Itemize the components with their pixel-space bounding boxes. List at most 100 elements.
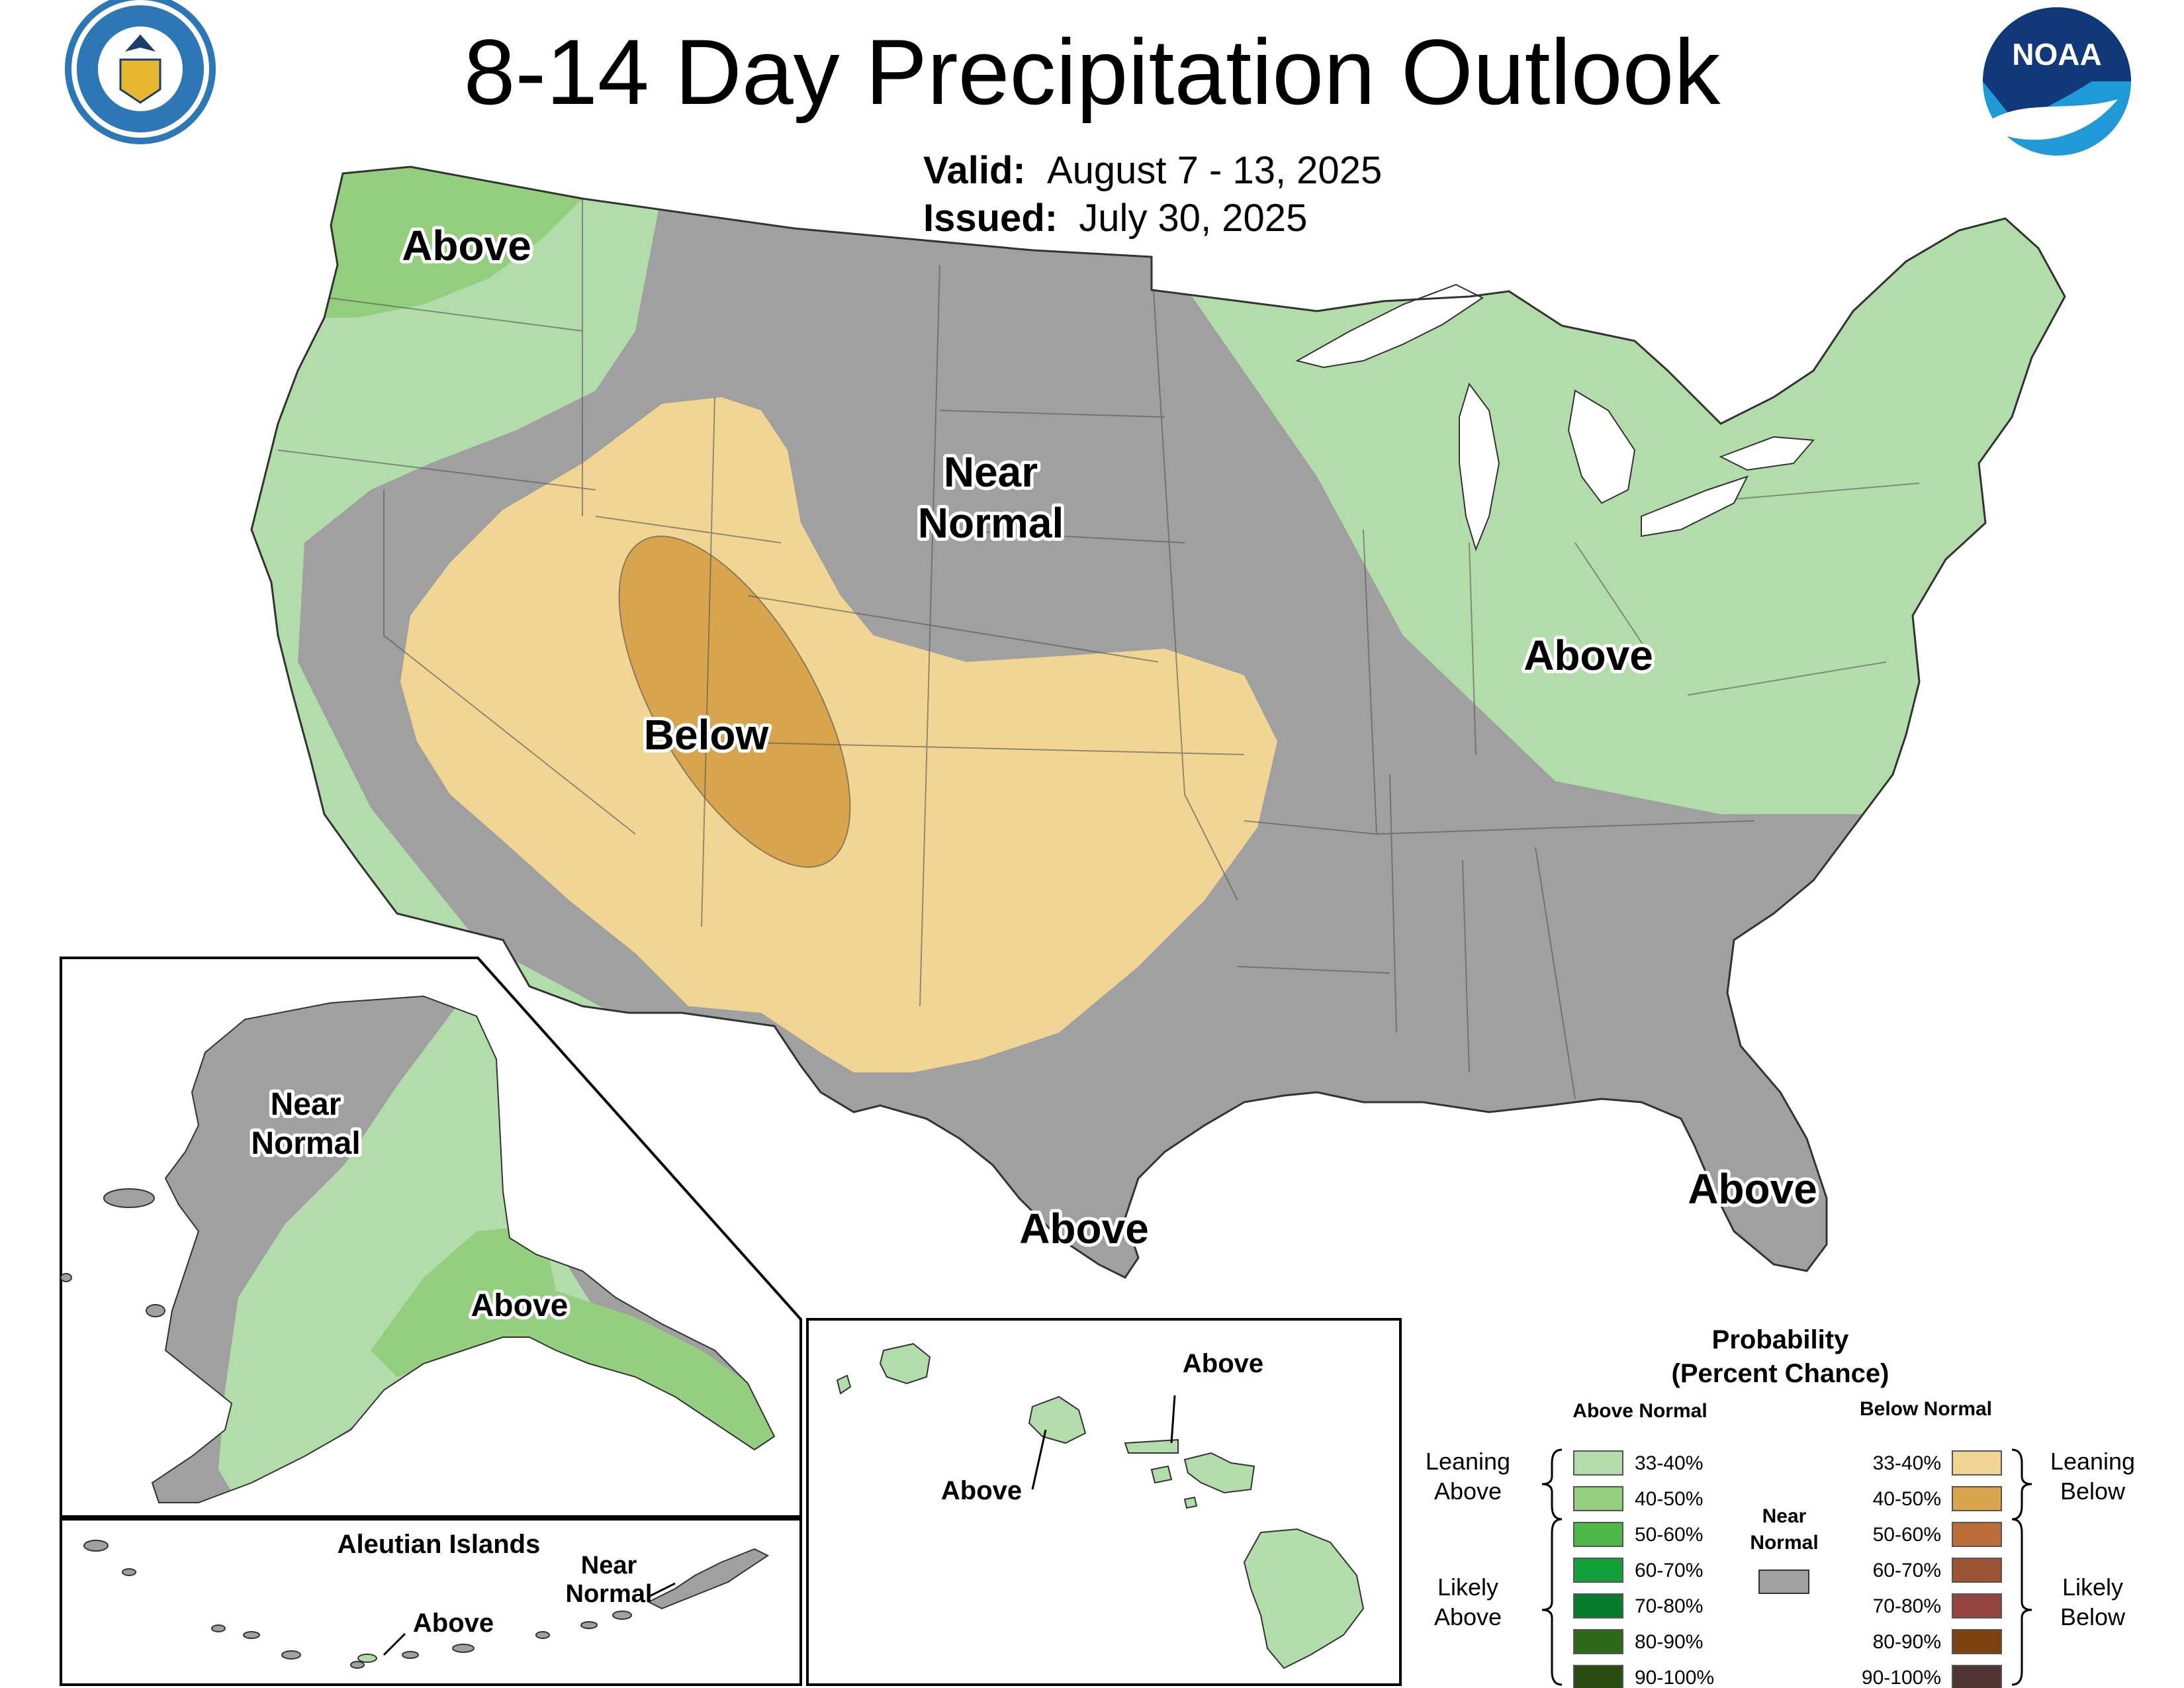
kahoolawe xyxy=(1183,1496,1198,1509)
label-aleutian-nn-line2: Normal xyxy=(566,1580,653,1608)
legend-above-label-5: 80-90% xyxy=(1635,1631,1703,1653)
lake-michigan xyxy=(1459,382,1500,552)
legend-below-swatch-3 xyxy=(1952,1558,2002,1583)
noaa-bird-icon xyxy=(1992,99,2118,140)
bering-islands xyxy=(60,1188,165,1317)
conus-outline xyxy=(250,165,2066,1279)
island xyxy=(350,1661,365,1669)
legend-below-swatch-5 xyxy=(1952,1629,2002,1654)
hawaii-above-leader-2 xyxy=(1031,1429,1047,1490)
legend-leaning-below-line2: Below xyxy=(2060,1477,2126,1505)
legend-below-label-3: 60-70% xyxy=(1873,1560,1941,1581)
legend-above-swatch-2 xyxy=(1573,1522,1623,1547)
legend-above-label-3: 60-70% xyxy=(1635,1560,1703,1581)
maui xyxy=(1183,1452,1255,1494)
legend-below-label-0: 33-40% xyxy=(1873,1452,1941,1474)
label-aleutian-nn-line1: Near xyxy=(581,1552,637,1579)
issued-date: July 30, 2025 xyxy=(1079,197,1308,240)
legend-above-swatch-6 xyxy=(1573,1665,1623,1688)
legend-below-swatch-6 xyxy=(1952,1665,2002,1688)
island xyxy=(402,1651,419,1659)
label-alaska-nn-line1: Near xyxy=(271,1087,341,1122)
label-aleutian-above: Above xyxy=(413,1609,494,1638)
legend-likely-above-line2: Above xyxy=(1434,1603,1502,1630)
legend-above-label-0: 33-40% xyxy=(1635,1452,1703,1474)
legend-likely-below-line1: Likely xyxy=(2062,1573,2123,1601)
aleutian-nn-leader xyxy=(648,1582,676,1598)
island xyxy=(243,1631,260,1639)
issued-label: Issued: xyxy=(923,197,1058,240)
aleutian-islands-chain xyxy=(83,1540,769,1669)
hawaii-islands xyxy=(836,1342,1365,1669)
molokai xyxy=(1124,1438,1179,1454)
legend-above-label-2: 50-60% xyxy=(1635,1524,1703,1546)
alaska-inset: Near Normal Above xyxy=(60,957,802,1519)
legend-above-label-6: 90-100% xyxy=(1635,1667,1714,1688)
island xyxy=(535,1631,550,1639)
legend-below-swatch-1 xyxy=(1952,1486,2002,1511)
legend-above-swatch-3 xyxy=(1573,1558,1623,1583)
brace-likely-above xyxy=(1541,1518,1563,1686)
legend-above-header: Above Normal xyxy=(1572,1400,1707,1422)
legend-above-swatch-4 xyxy=(1573,1593,1623,1618)
niihau xyxy=(836,1374,852,1395)
issued-line: Issued: July 30, 2025 xyxy=(923,195,1382,242)
noaa-wordmark: NOAA xyxy=(2012,37,2101,71)
valid-dates: August 7 - 13, 2025 xyxy=(1046,149,1383,192)
conus-below-40-50-region xyxy=(618,536,851,868)
brace-leaning-below xyxy=(2011,1448,2032,1521)
legend-above-label-1: 40-50% xyxy=(1635,1488,1703,1510)
lake-superior xyxy=(1295,283,1484,369)
commerce-seal-logo xyxy=(65,0,216,144)
big-island xyxy=(1243,1528,1365,1669)
label-plains-line2: Normal xyxy=(918,499,1064,547)
brace-likely-below xyxy=(2011,1518,2032,1686)
island xyxy=(580,1621,598,1629)
island xyxy=(83,1540,109,1552)
lanai xyxy=(1150,1465,1173,1484)
brace-leaning-above xyxy=(1541,1448,1563,1521)
legend-below-label-1: 40-50% xyxy=(1873,1488,1941,1510)
hawaii-inset: Above Above xyxy=(806,1318,1402,1686)
label-plains-line1: Near xyxy=(944,448,1038,496)
aleutian-inset: Aleutian Islands Near Normal Above xyxy=(60,1518,802,1686)
island xyxy=(612,1611,632,1620)
valid-line: Valid: August 7 - 13, 2025 xyxy=(923,147,1382,195)
legend-below-swatches: 33-40% 40-50% 50-60% 60-70% 70-80% 80-90% 90-1… xyxy=(1862,1450,2002,1688)
legend-title-line2: (Percent Chance) xyxy=(1672,1359,1889,1388)
noaa-logo: NOAA xyxy=(1983,7,2131,156)
legend: Probability (Percent Chance) Above Norma… xyxy=(1426,1325,2135,1688)
label-alaska-above: Above xyxy=(471,1288,569,1323)
legend-above-swatches: 33-40% 40-50% 50-60% 60-70% 70-80% 80-90% 90-1… xyxy=(1573,1450,1714,1688)
hawaii-above-leader-1 xyxy=(1170,1395,1176,1444)
island xyxy=(211,1624,226,1632)
legend-below-label-6: 90-100% xyxy=(1862,1667,1941,1688)
alaska-peninsula-tip xyxy=(647,1548,769,1610)
legend-near-normal-line2: Normal xyxy=(1750,1532,1818,1554)
label-southwest: Below xyxy=(644,711,769,759)
noaa-upper-dome xyxy=(1983,7,2131,126)
conus-map: Above Near Normal Below Above Above Abov… xyxy=(250,165,2066,1279)
page-title: 8-14 Day Precipitation Outlook xyxy=(463,20,1721,124)
conus-below-33-40-region xyxy=(400,397,1277,1072)
alaska-outline xyxy=(151,995,776,1503)
aleutian-inset-frame xyxy=(60,1518,802,1686)
legend-above-swatch-1 xyxy=(1573,1486,1623,1511)
nunivak-island xyxy=(146,1304,165,1317)
aleutian-above-leader xyxy=(383,1632,406,1656)
legend-likely-above-line1: Likely xyxy=(1437,1573,1498,1601)
oahu xyxy=(1028,1395,1087,1444)
valid-label: Valid: xyxy=(923,149,1026,192)
island xyxy=(452,1644,475,1653)
legend-below-label-2: 50-60% xyxy=(1873,1524,1941,1546)
legend-leaning-below-line1: Leaning xyxy=(2050,1448,2135,1475)
island xyxy=(122,1568,136,1576)
lake-huron xyxy=(1567,389,1636,504)
legend-above-swatch-0 xyxy=(1573,1450,1623,1476)
st-lawrence-island xyxy=(103,1188,155,1208)
label-alaska-nn-line2: Normal xyxy=(251,1126,360,1161)
label-hawaii-above-1: Above xyxy=(1183,1349,1263,1378)
legend-likely-below-line2: Below xyxy=(2060,1603,2126,1630)
